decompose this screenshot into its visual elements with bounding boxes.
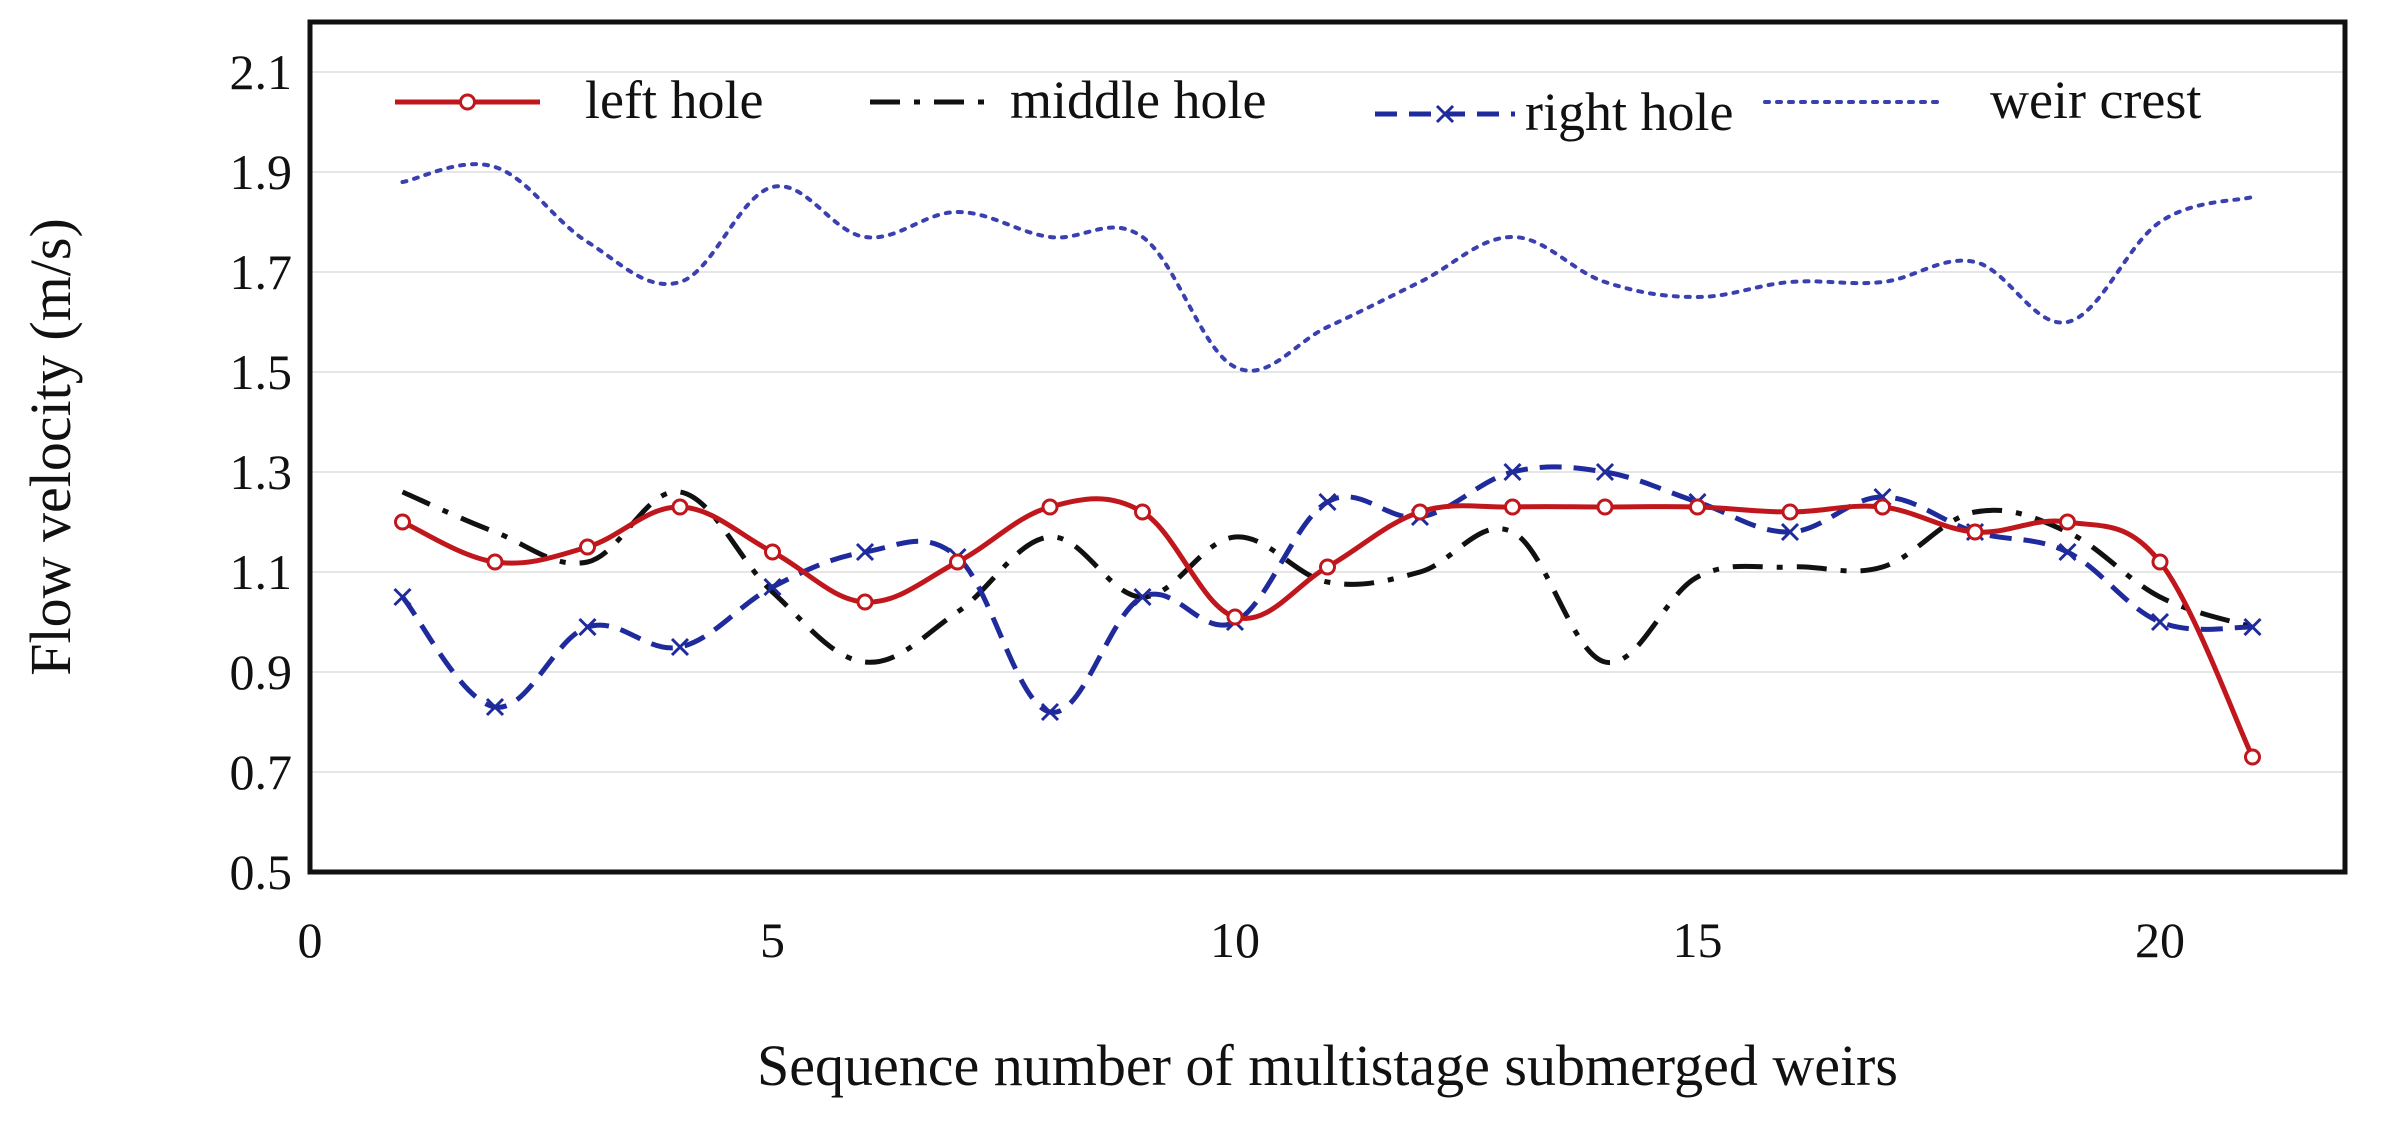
data-point (1504, 498, 1521, 516)
data-point (1503, 462, 1522, 482)
legend-item-middle-hole: middle hole (870, 70, 1266, 130)
legend-marker (459, 93, 476, 111)
x-tick-label: 15 (1673, 912, 1723, 968)
x-tick-label: 0 (298, 912, 323, 968)
data-point (1319, 558, 1336, 576)
data-point (2059, 513, 2076, 531)
data-point (393, 587, 412, 607)
y-tick-label: 0.5 (230, 844, 293, 900)
data-point (1133, 587, 1152, 607)
data-point (1874, 498, 1891, 516)
data-point (1689, 498, 1706, 516)
y-tick-label: 1.7 (230, 244, 293, 300)
series-left-hole (394, 496, 2261, 766)
data-point (2151, 553, 2169, 571)
x-tick-label: 10 (1210, 912, 1260, 968)
data-point (2244, 748, 2261, 766)
y-tick-label: 1.5 (230, 344, 293, 400)
data-point (1134, 503, 1151, 521)
data-point (485, 697, 505, 717)
series-weir-crest (400, 162, 2255, 373)
x-tick-label: 5 (760, 912, 785, 968)
legend-marker (1435, 104, 1455, 124)
data-point (670, 637, 690, 657)
series-line-weir-crest (400, 162, 2255, 373)
legend: left hole middle hole right hole weir cr… (395, 70, 2201, 142)
series-line-middle-hole (401, 489, 2254, 665)
x-axis-title: Sequence number of multistage submerged … (757, 1033, 1898, 1098)
data-point (1780, 522, 1800, 542)
y-tick-label: 0.9 (230, 644, 293, 700)
y-tick-label: 1.1 (230, 544, 293, 600)
y-tick-label: 1.9 (230, 144, 293, 200)
legend-item-weir-crest: weir crest (1763, 70, 2201, 130)
tick-layer: 0.5 0.7 0.9 1.1 1.3 1.5 1.7 1.9 2.1 0 5 10 15 20 (230, 44, 2186, 968)
data-point (1596, 498, 1614, 516)
y-tick-label: 2.1 (230, 44, 293, 100)
data-point (1781, 503, 1799, 521)
plot-frame (307, 19, 2348, 875)
y-tick-label: 0.7 (230, 744, 293, 800)
y-axis-title: Flow velocity (m/s) (18, 218, 83, 676)
x-tick-label: 20 (2135, 912, 2185, 968)
data-point (2150, 612, 2170, 632)
legend-label-weir-crest: weir crest (1990, 70, 2201, 130)
data-point (671, 498, 689, 516)
data-point (2243, 617, 2262, 637)
data-point (1966, 523, 1984, 541)
data-point (578, 617, 597, 637)
data-point (949, 553, 966, 571)
data-point (579, 538, 596, 556)
legend-label-right-hole: right hole (1525, 82, 1733, 142)
series-layer (393, 162, 2262, 766)
data-point (394, 513, 411, 531)
data-point (855, 542, 875, 562)
data-point (1318, 492, 1337, 512)
legend-label-middle-hole: middle hole (1010, 70, 1266, 130)
data-point (764, 543, 781, 561)
y-tick-label: 1.3 (230, 444, 293, 500)
series-middle-hole (401, 489, 2254, 665)
legend-label-left-hole: left hole (585, 70, 763, 130)
data-point (763, 577, 782, 597)
data-point (1040, 702, 1060, 722)
data-point (1411, 503, 1429, 521)
series-line-right-hole (400, 464, 2253, 715)
data-point (486, 553, 504, 571)
legend-item-left-hole: left hole (395, 70, 763, 130)
data-point (1041, 498, 1059, 516)
grid-layer (310, 71, 2345, 773)
legend-item-right-hole: right hole (1375, 82, 1733, 142)
data-point (1595, 462, 1615, 482)
data-point (856, 593, 874, 611)
data-point (2058, 542, 2077, 562)
data-point (1226, 608, 1244, 626)
